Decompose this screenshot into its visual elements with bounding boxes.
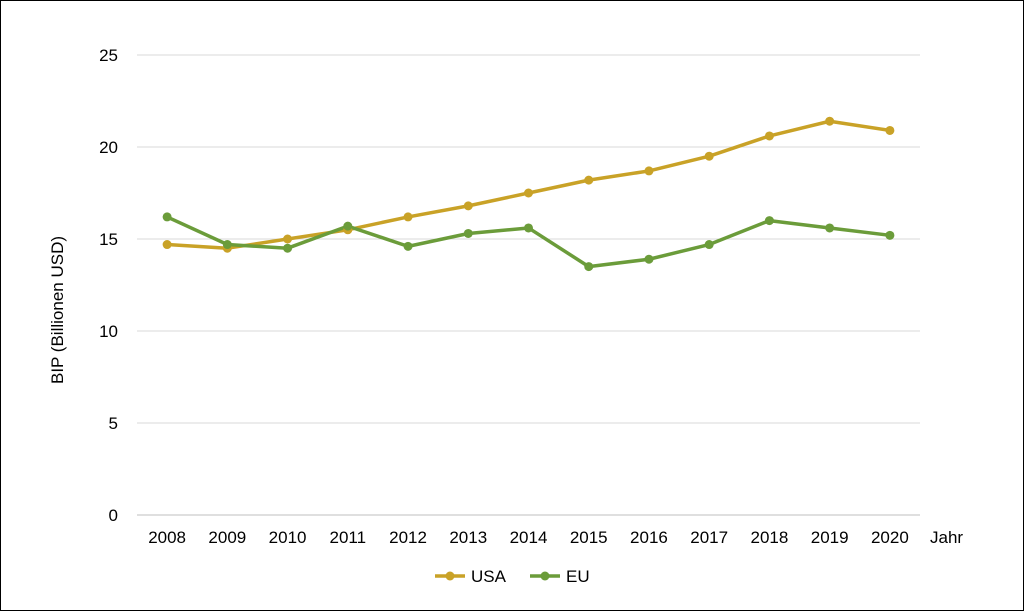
data-point-eu [764, 216, 774, 226]
data-point-usa [524, 188, 533, 198]
data-point-usa [764, 131, 774, 141]
x-axis-title: Jahr [930, 528, 963, 547]
gridlines [137, 54, 920, 516]
data-point-eu [524, 223, 533, 233]
data-point-usa [644, 166, 654, 176]
y-axis-title: BIP (Billionen USD) [48, 236, 67, 384]
y-tick-label: 0 [109, 506, 118, 525]
x-tick-label: 2016 [630, 528, 668, 547]
data-point-usa [825, 116, 835, 126]
data-point-usa [885, 125, 895, 135]
x-tick-label: 2008 [148, 528, 186, 547]
y-axis-ticks: 0 5 10 15 20 25 [99, 46, 118, 525]
data-point-eu [162, 212, 172, 222]
x-tick-label: 2018 [751, 528, 789, 547]
x-tick-label: 2015 [570, 528, 608, 547]
x-tick-label: 2017 [690, 528, 728, 547]
x-tick-label: 2009 [208, 528, 246, 547]
data-point-usa [283, 234, 293, 244]
data-point-eu [463, 228, 473, 238]
data-point-eu [403, 241, 413, 251]
data-point-eu [584, 262, 594, 272]
data-point-eu [825, 223, 835, 233]
legend-label-eu: EU [566, 567, 590, 586]
data-point-eu [885, 230, 895, 240]
x-tick-label: 2012 [389, 528, 427, 547]
x-tick-label: 2013 [449, 528, 487, 547]
y-tick-label: 20 [99, 138, 118, 157]
data-point-eu [644, 254, 654, 264]
x-tick-label: 2014 [510, 528, 548, 547]
data-point-usa [704, 151, 714, 161]
x-tick-label: 2011 [330, 528, 367, 547]
data-point-usa [162, 240, 172, 250]
x-tick-label: 2020 [871, 528, 909, 547]
data-point-eu [283, 243, 293, 253]
legend-marker-eu [540, 571, 550, 581]
x-axis-ticks: 2008 2009 2010 2011 2012 2013 2014 2015 2016 2017… [148, 528, 909, 547]
data-point-eu [704, 240, 714, 250]
data-point-eu [222, 240, 232, 250]
legend-label-usa: USA [471, 567, 507, 586]
y-tick-label: 10 [99, 322, 118, 341]
data-point-eu [343, 221, 353, 231]
data-point-usa [584, 175, 594, 185]
y-tick-label: 25 [99, 46, 118, 65]
legend-marker-usa [445, 571, 455, 581]
data-point-usa [403, 212, 413, 222]
data-point-usa [463, 201, 473, 211]
x-tick-label: 2019 [811, 528, 849, 547]
legend: USA EU [435, 567, 590, 586]
y-tick-label: 15 [99, 230, 118, 249]
y-tick-label: 5 [109, 414, 118, 433]
x-tick-label: 2010 [269, 528, 307, 547]
series-points [162, 116, 895, 272]
